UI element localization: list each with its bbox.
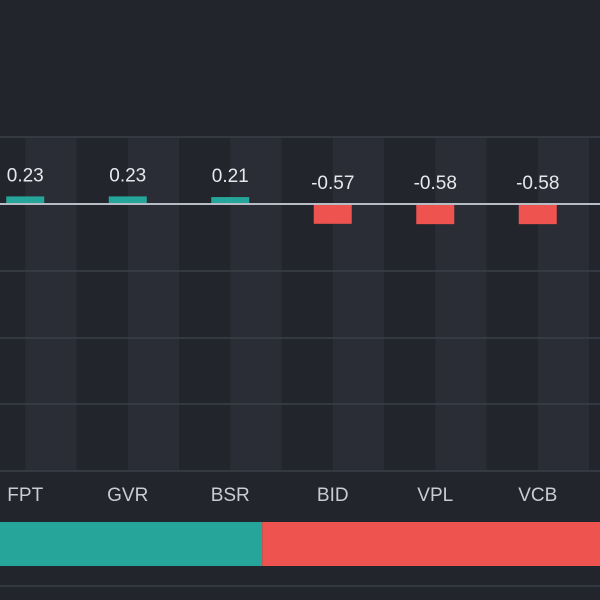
value-label-vcb: -0.58 <box>516 173 559 194</box>
bar-fpt[interactable] <box>6 196 45 204</box>
value-label-vpl: -0.58 <box>414 173 457 194</box>
column-bands <box>25 137 589 471</box>
gridlines <box>0 136 600 472</box>
value-label-bsr: 0.21 <box>212 166 249 187</box>
bar-bsr[interactable] <box>211 197 250 204</box>
summary-negative-segment <box>262 522 600 566</box>
x-tick-labels: FPT GVR BSR BID VPL VCB <box>7 485 557 506</box>
summary-bar <box>0 522 600 566</box>
tick-label-bsr: BSR <box>211 485 250 506</box>
value-label-gvr: 0.23 <box>109 165 146 186</box>
tick-label-vpl: VPL <box>417 485 453 506</box>
tick-label-fpt: FPT <box>7 485 43 506</box>
column-band <box>25 137 77 471</box>
bars <box>6 196 557 225</box>
column-band <box>332 137 384 471</box>
column-band <box>127 137 179 471</box>
bar-vcb[interactable] <box>518 205 557 225</box>
tick-label-vcb: VCB <box>518 485 557 506</box>
tick-label-bid: BID <box>317 485 349 506</box>
value-label-bid: -0.57 <box>311 173 354 194</box>
bar-vpl[interactable] <box>416 205 455 225</box>
bar-gvr[interactable] <box>108 196 147 204</box>
summary-positive-segment <box>0 522 263 566</box>
column-band <box>435 137 487 471</box>
tick-label-gvr: GVR <box>107 485 148 506</box>
column-band <box>230 137 282 471</box>
value-labels: 0.23 0.23 0.21 -0.57 -0.58 -0.58 <box>7 165 560 194</box>
bar-bid[interactable] <box>313 205 352 224</box>
column-band <box>537 137 589 471</box>
value-label-fpt: 0.23 <box>7 165 44 186</box>
